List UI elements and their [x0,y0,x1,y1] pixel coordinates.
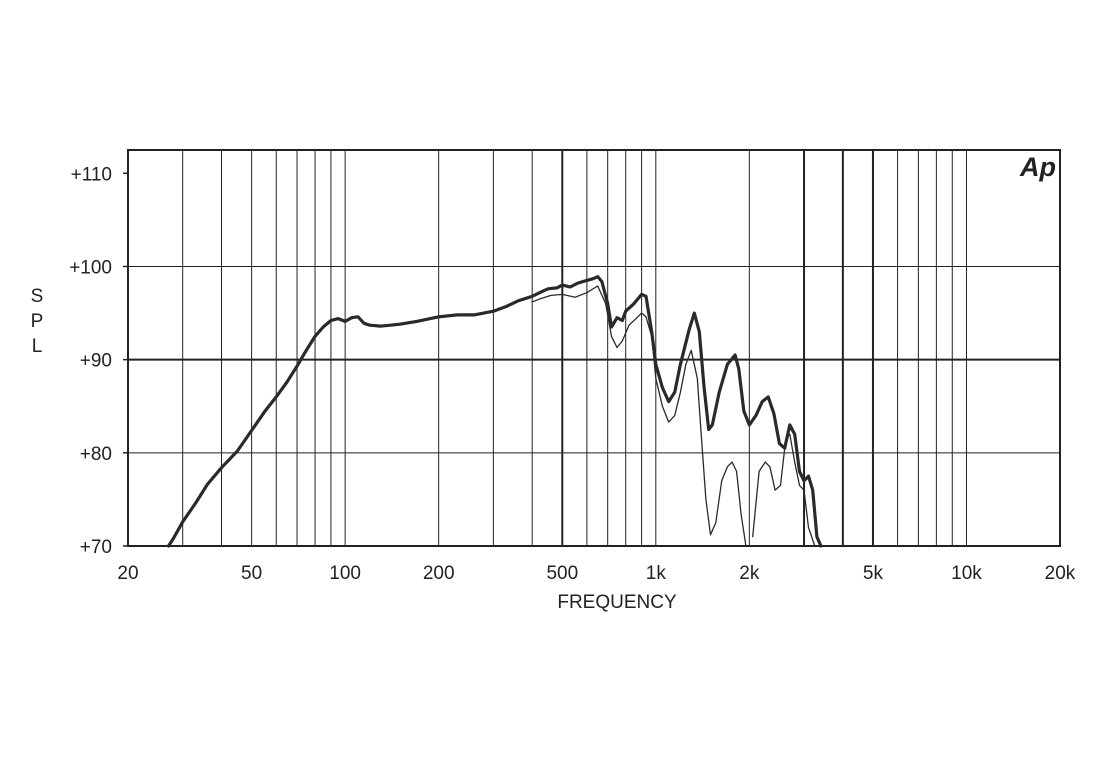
plot-frame [127,149,1061,547]
series-line-3 [752,433,816,547]
ap-logo: Ap [1019,152,1056,182]
y-tick-label: +110 [71,164,112,185]
x-tick-label: 100 [329,563,361,584]
x-tick-label: 50 [241,563,262,584]
grid-layer [128,150,1060,546]
x-tick-label: 2k [739,563,760,584]
x-tick-label: 200 [423,563,455,584]
y-tick-label: +90 [80,351,112,372]
y-tick-label: +80 [80,444,112,465]
svg-text:SPL: SPL [31,286,44,357]
x-tick-labels: 20 50 100 200 500 1k 2k 5k 10k 20k [117,563,1075,584]
x-tick-label: 20k [1045,563,1076,584]
y-tick-labels: +70 +80 +90 +100 +110 [69,164,128,558]
x-tick-label: 500 [546,563,578,584]
series-layer [166,275,823,548]
x-tick-label: 5k [863,563,884,584]
series-line-1 [166,275,823,548]
y-tick-label: +70 [80,537,112,558]
series-line-2 [531,285,747,547]
x-tick-label: 1k [646,563,667,584]
y-tick-label: +100 [69,257,112,278]
x-tick-label: 20 [117,563,138,584]
x-tick-label: 10k [951,563,982,584]
x-axis-title: FREQUENCY [557,592,677,613]
